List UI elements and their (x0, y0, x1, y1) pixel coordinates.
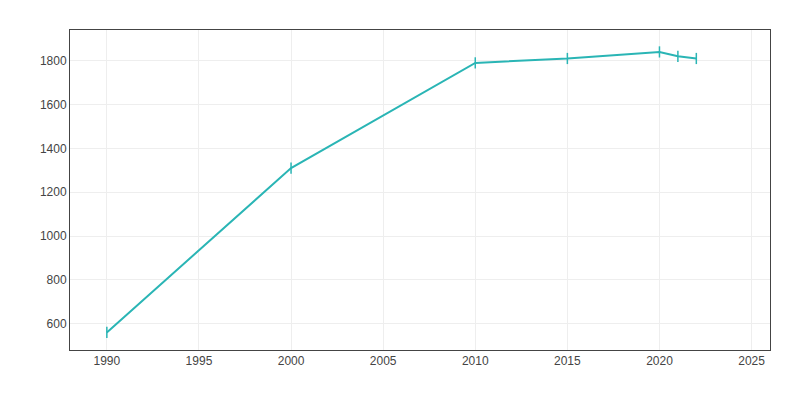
svg-text:1995: 1995 (186, 354, 213, 368)
svg-text:1800: 1800 (40, 54, 67, 68)
svg-text:2005: 2005 (370, 354, 397, 368)
svg-text:2000: 2000 (278, 354, 305, 368)
svg-text:1200: 1200 (40, 185, 67, 199)
svg-text:2025: 2025 (738, 354, 765, 368)
svg-text:2015: 2015 (554, 354, 581, 368)
svg-text:2010: 2010 (462, 354, 489, 368)
svg-text:600: 600 (47, 317, 67, 331)
svg-text:1000: 1000 (40, 229, 67, 243)
svg-text:2020: 2020 (646, 354, 673, 368)
svg-text:800: 800 (47, 273, 67, 287)
svg-text:1600: 1600 (40, 98, 67, 112)
svg-text:1400: 1400 (40, 142, 67, 156)
svg-text:1990: 1990 (93, 354, 120, 368)
